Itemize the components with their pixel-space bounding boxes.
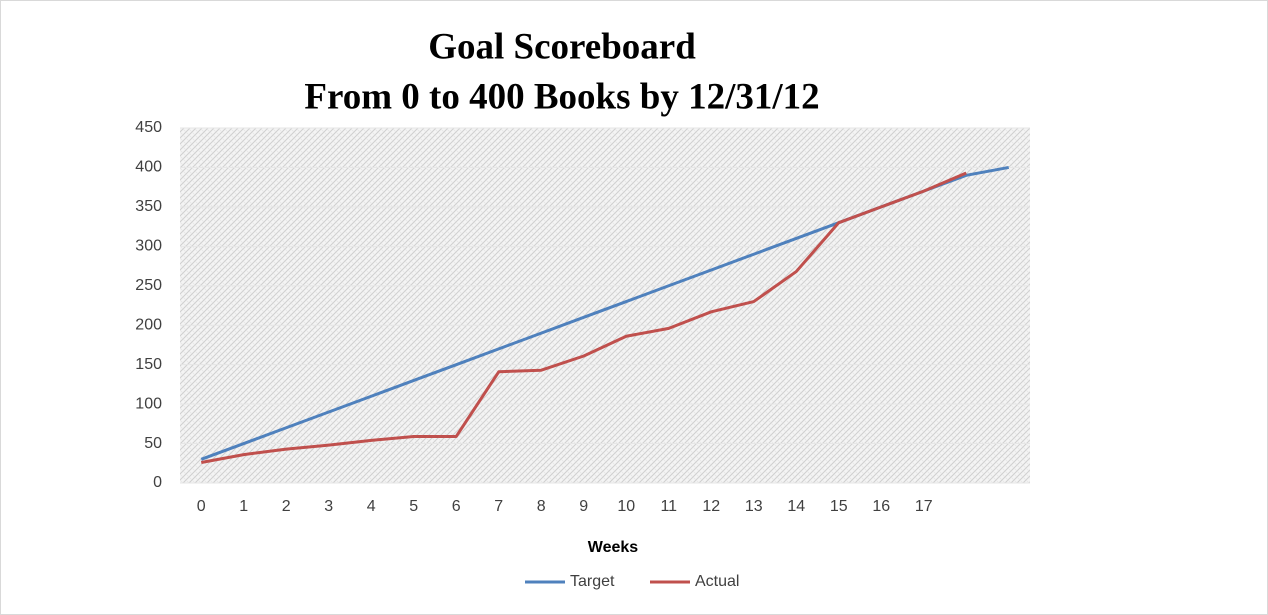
y-tick-label: 400 — [135, 159, 162, 176]
x-tick-label: 14 — [787, 498, 805, 515]
y-tick-label: 50 — [144, 435, 162, 452]
x-tick-label: 11 — [660, 498, 677, 515]
legend-label: Target — [570, 573, 615, 590]
x-tick-label: 9 — [579, 498, 588, 515]
y-tick-label: 150 — [135, 356, 162, 373]
x-tick-label: 13 — [745, 498, 763, 515]
x-tick-label: 0 — [197, 498, 206, 515]
y-tick-label: 250 — [135, 277, 162, 294]
line-series — [200, 171, 967, 464]
x-tick-label: 4 — [367, 498, 376, 515]
x-tick-label: 3 — [324, 498, 333, 515]
y-tick-label: 100 — [135, 395, 162, 412]
x-tick-label: 5 — [409, 498, 418, 515]
y-tick-label: 350 — [135, 198, 162, 215]
y-tick-label: 200 — [135, 316, 162, 333]
x-tick-label: 1 — [239, 498, 248, 515]
x-tick-label: 12 — [702, 498, 720, 515]
x-tick-label: 17 — [915, 498, 933, 515]
y-tick-label: 0 — [153, 474, 162, 491]
chart-title: From 0 to 400 Books by 12/31/12 — [304, 76, 819, 117]
x-tick-label: 15 — [830, 498, 848, 515]
x-tick-label: 10 — [617, 498, 635, 515]
y-tick-label: 450 — [135, 119, 162, 136]
x-tick-label: 7 — [494, 498, 503, 515]
x-axis-label: Weeks — [588, 539, 639, 556]
x-tick-label: 16 — [872, 498, 890, 515]
y-tick-label: 300 — [135, 238, 162, 255]
x-tick-label: 6 — [452, 498, 461, 515]
legend-label: Actual — [695, 573, 739, 590]
x-tick-label: 2 — [282, 498, 291, 515]
x-tick-label: 8 — [537, 498, 546, 515]
plot-area — [180, 128, 1030, 483]
chart-title: Goal Scoreboard — [428, 26, 696, 67]
